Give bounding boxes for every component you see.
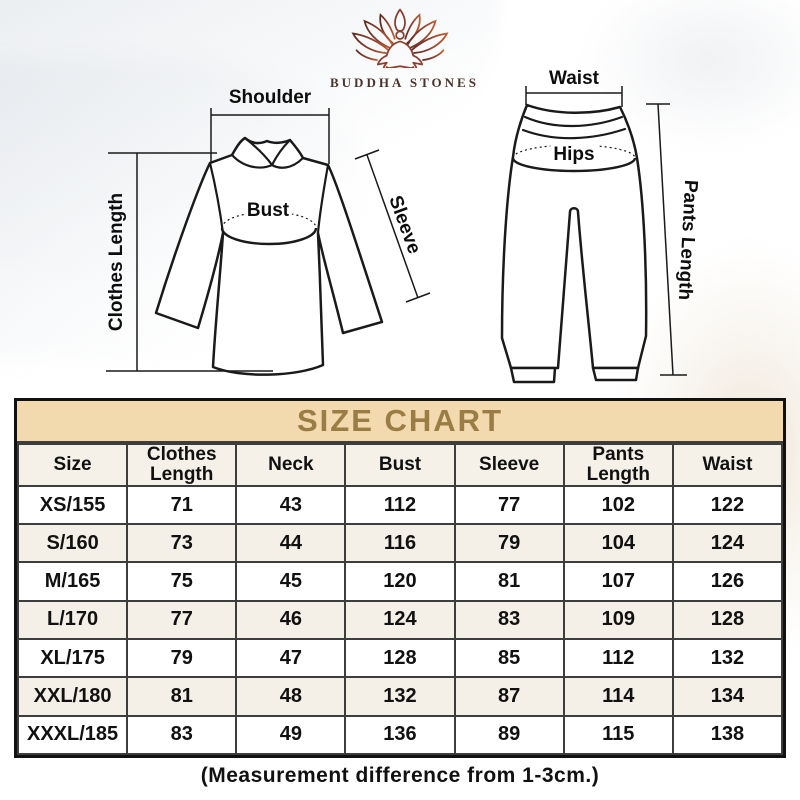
table-row: XXXL/185 83 49 136 89 115 138 [16, 714, 784, 756]
table-cell: 136 [344, 714, 456, 756]
lotus-meditation-icon [351, 8, 449, 71]
table-cell: 77 [126, 599, 238, 641]
bust-label: Bust [243, 200, 293, 222]
brand-logo: BUDDHA STONES [330, 6, 476, 91]
table-row: XXL/180 81 48 132 87 114 134 [16, 676, 784, 717]
table-cell: L/170 [16, 599, 129, 641]
table-cell: 71 [126, 484, 238, 526]
table-row: L/170 77 46 124 83 109 128 [16, 599, 784, 641]
table-cell: 89 [453, 714, 565, 756]
column-header: Neck [235, 443, 347, 487]
table-cell: 114 [562, 676, 674, 717]
table-cell: 81 [453, 561, 565, 602]
clothes-length-label: Clothes Length [106, 192, 127, 332]
table-cell: 44 [235, 523, 347, 564]
table-cell: 73 [126, 523, 238, 564]
table-row: XS/155 71 43 112 77 102 122 [16, 484, 784, 526]
table-cell: 81 [126, 676, 238, 717]
table-cell: 115 [562, 714, 674, 756]
table-cell: 116 [344, 523, 456, 564]
column-header: Size [16, 443, 129, 487]
table-cell: 128 [344, 638, 456, 679]
table-cell: 107 [562, 561, 674, 602]
table-cell: 79 [126, 638, 238, 679]
pants-right-cuff [591, 366, 640, 382]
table-cell: 138 [671, 714, 784, 756]
table-cell: 120 [344, 561, 456, 602]
table-cell: 132 [344, 676, 456, 717]
table-cell: 112 [562, 638, 674, 679]
table-cell: 79 [453, 523, 565, 564]
table-cell: 77 [453, 484, 565, 526]
table-cell: 49 [235, 714, 347, 756]
table-cell: 45 [235, 561, 347, 602]
table-cell: 83 [453, 599, 565, 641]
shoulder-label: Shoulder [228, 87, 312, 108]
table-cell: M/165 [16, 561, 129, 602]
table-cell: XXXL/185 [16, 714, 129, 756]
measurement-footnote: (Measurement difference from 1-3cm.) [200, 764, 600, 787]
table-cell: XS/155 [16, 484, 129, 526]
table-cell: 48 [235, 676, 347, 717]
hips-seam-line [511, 157, 637, 173]
size-chart-title: SIZE CHART [17, 401, 783, 443]
pants-left-cuff [509, 366, 557, 384]
table-cell: 124 [344, 599, 456, 641]
table-cell: 87 [453, 676, 565, 717]
size-chart-header-row: Size Clothes Length Neck Bust Sleeve Pants Le… [16, 443, 784, 487]
table-cell: 126 [671, 561, 784, 602]
table-cell: 43 [235, 484, 347, 526]
table-cell: 104 [562, 523, 674, 564]
table-cell: 124 [671, 523, 784, 564]
table-cell: 134 [671, 676, 784, 717]
table-row: S/160 73 44 116 79 104 124 [16, 523, 784, 564]
table-cell: XXL/180 [16, 676, 129, 717]
table-cell: S/160 [16, 523, 129, 564]
table-cell: 83 [126, 714, 238, 756]
table-row: M/165 75 45 120 81 107 126 [16, 561, 784, 602]
table-cell: XL/175 [16, 638, 129, 679]
table-cell: 132 [671, 638, 784, 679]
size-chart-body: XS/155 71 43 112 77 102 122 S/160 73 44 116 79 104 12… [16, 484, 784, 756]
shirt-diagram [106, 108, 431, 376]
table-cell: 47 [235, 638, 347, 679]
table-cell: 102 [562, 484, 674, 526]
table-cell: 85 [453, 638, 565, 679]
table-cell: 46 [235, 599, 347, 641]
table-row: XL/175 79 47 128 85 112 132 [16, 638, 784, 679]
table-cell: 112 [344, 484, 456, 526]
waist-label: Waist [549, 68, 599, 89]
size-chart-table-container: SIZE CHART Size Clothes Length Neck Bust Sle… [14, 398, 786, 758]
column-header: Waist [671, 443, 784, 487]
size-chart-table: Size Clothes Length Neck Bust Sleeve Pants Le… [16, 443, 784, 756]
table-cell: 109 [562, 599, 674, 641]
column-header: Bust [344, 443, 456, 487]
column-header: Sleeve [453, 443, 565, 487]
table-cell: 122 [671, 484, 784, 526]
table-cell: 75 [126, 561, 238, 602]
hips-label: Hips [550, 144, 598, 166]
column-header: Clothes Length [126, 443, 238, 487]
table-cell: 128 [671, 599, 784, 641]
shirt-outline [154, 136, 384, 376]
column-header: Pants Length [562, 443, 674, 487]
